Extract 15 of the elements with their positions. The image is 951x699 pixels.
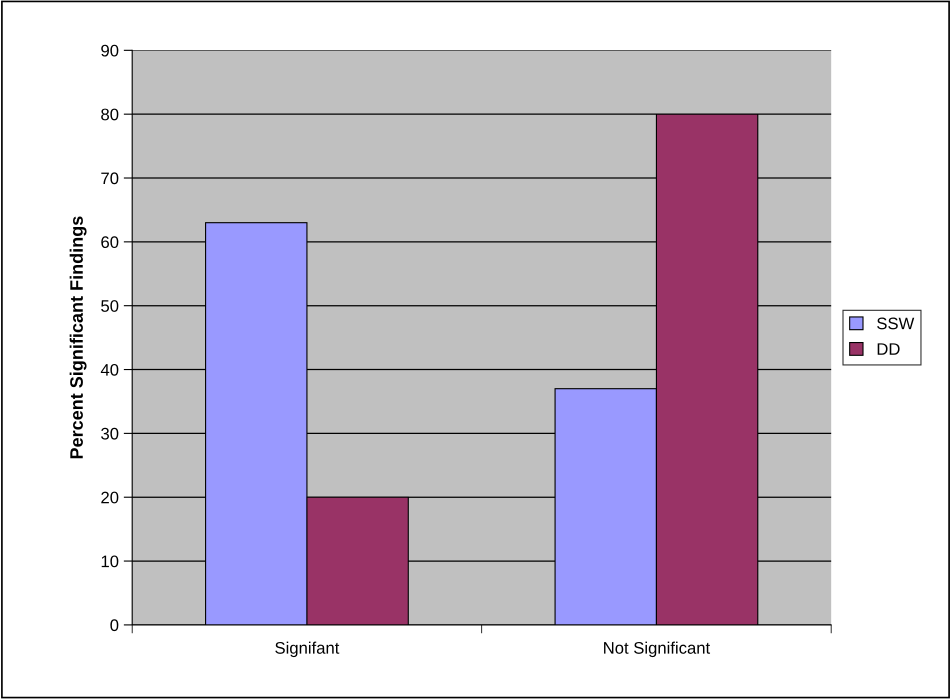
y-tick-label: 70 — [101, 172, 118, 184]
x-tick-label: Not Significant — [604, 642, 710, 658]
x-tick-label: Signifant — [275, 642, 340, 658]
legend-label: SSW — [877, 318, 914, 330]
y-tick-label: 20 — [101, 492, 118, 504]
y-tick-label: 50 — [101, 300, 118, 312]
y-tick-label: 0 — [110, 619, 118, 632]
y-axis-title: Percent Significant Findings — [70, 216, 87, 458]
y-tick-label: 80 — [101, 108, 118, 120]
y-tick-label: 30 — [101, 428, 118, 440]
y-tick-label: 90 — [101, 44, 118, 57]
legend-label: DD — [878, 343, 900, 355]
y-tick-label: 10 — [102, 555, 118, 568]
y-tick-label: 60 — [101, 236, 118, 248]
y-tick-label: 40 — [100, 364, 118, 376]
